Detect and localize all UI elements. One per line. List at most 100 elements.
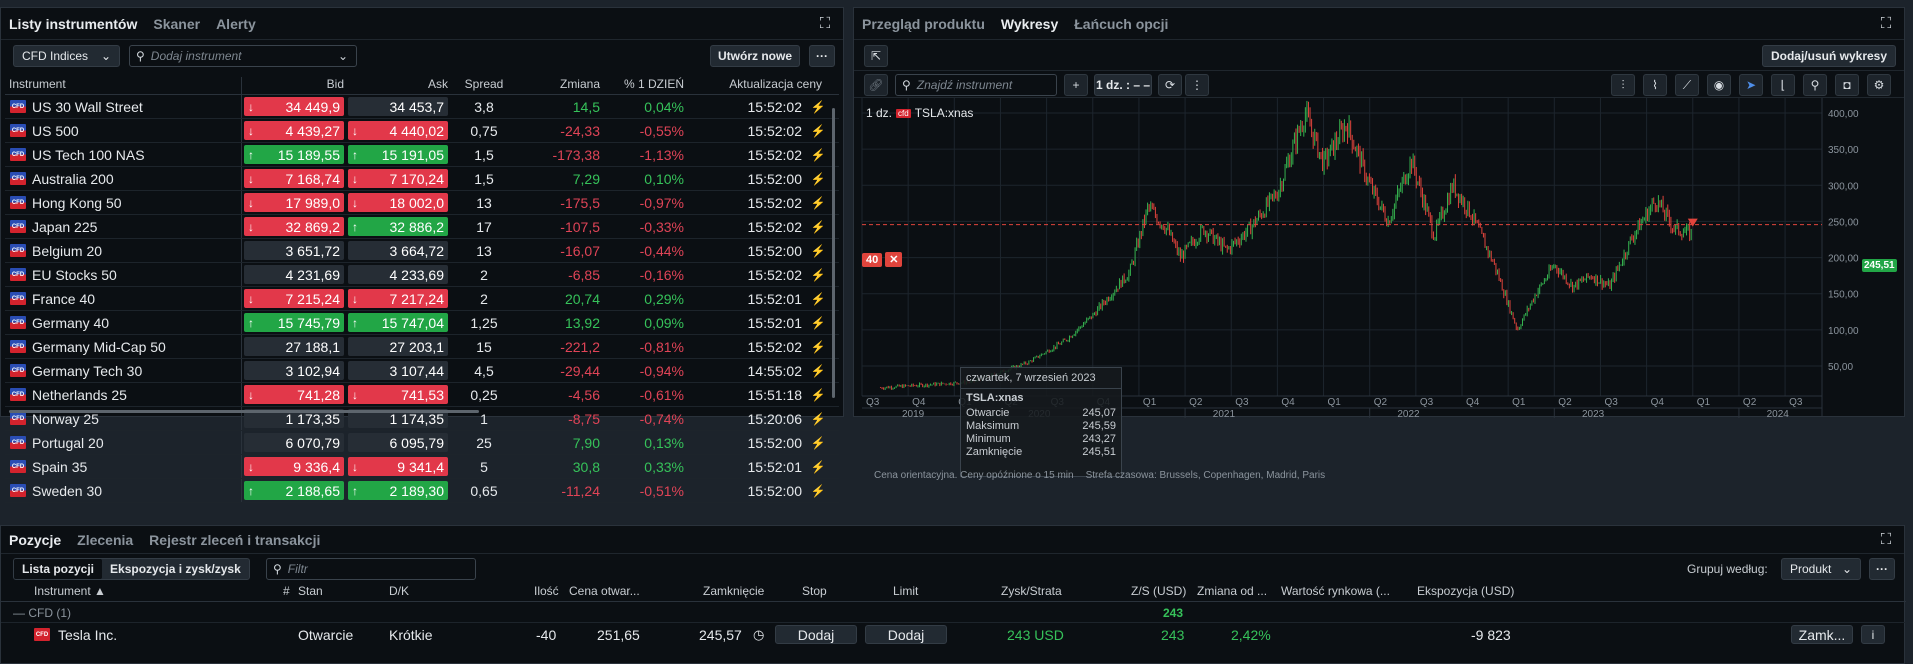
subtab-exposure[interactable]: Ekspozycja i zysk/zysk [110, 562, 241, 576]
bid-pill[interactable]: ↓ 9 336,4 [244, 457, 344, 476]
camera-icon[interactable]: ◘ [1835, 74, 1859, 96]
instrument-cell[interactable]: CFD Australia 200 [5, 167, 242, 190]
interval-select[interactable]: 1 dz. : – – [1094, 74, 1152, 96]
ask-cell[interactable]: ↓ 4 440,02 [348, 121, 452, 140]
group-by-select[interactable]: Produkt ⌄ [1781, 558, 1861, 580]
table-row[interactable]: CFD Germany 40 ↑ 15 745,79 ↑ 15 747,04 1,25 13,… [5, 311, 839, 335]
ask-cell[interactable]: ↓ 9 341,4 [348, 457, 452, 476]
table-row[interactable]: CFD Portugal 20 6 070,79 6 095,79 25 7,90 0,13… [5, 431, 839, 455]
bid-pill[interactable]: ↓ 32 869,2 [244, 217, 344, 236]
ask-cell[interactable]: ↑ 15 191,05 [348, 145, 452, 164]
col-market-value[interactable]: Wartość rynkowa (... [1281, 584, 1390, 598]
bid-cell[interactable]: ↓ 4 439,27 [242, 121, 348, 140]
bid-pill[interactable]: ↑ 15 189,55 [244, 145, 344, 164]
price-chart[interactable]: 400,00 350,00 300,00 250,00 200,00 150,00 100,… [854, 98, 1904, 418]
table-row[interactable]: CFD Spain 35 ↓ 9 336,4 ↓ 9 341,4 5 30,8 0,33% 15:… [5, 455, 839, 479]
col-profit-loss[interactable]: Zysk/Strata [1001, 584, 1062, 598]
bid-pill[interactable]: ↓ 17 989,0 [244, 193, 344, 212]
compare-icon[interactable]: ⌊ [1771, 74, 1795, 96]
col-ask[interactable]: Ask [427, 77, 448, 91]
ask-cell[interactable]: 34 453,7 [348, 97, 452, 116]
bid-pill[interactable]: ↓ 34 449,9 [244, 97, 344, 116]
col-updated[interactable]: Aktualizacja ceny [729, 77, 822, 91]
col-pct[interactable]: % 1 DZIEŃ [623, 77, 684, 91]
tab-charts[interactable]: Wykresy [1000, 15, 1059, 32]
draw-line-icon[interactable]: ⟋ [1675, 74, 1699, 96]
add-limit-button[interactable]: Dodaj [865, 625, 947, 644]
instrument-cell[interactable]: CFD Germany 40 [5, 311, 242, 334]
col-pl-usd[interactable]: Z/S (USD) [1131, 584, 1187, 598]
candles-icon[interactable]: ⫶ [1611, 74, 1635, 96]
table-row[interactable]: CFD Belgium 20 3 651,72 3 664,72 13 -16,07 -0,… [5, 239, 839, 263]
bid-cell[interactable]: ↑ 2 188,65 [242, 481, 348, 500]
instrument-cell[interactable]: CFD Germany Mid-Cap 50 [5, 335, 242, 358]
instrument-cell[interactable]: CFD US 500 [5, 119, 242, 142]
bid-cell[interactable]: ↓ 7 168,74 [242, 169, 348, 188]
ask-pill[interactable]: 4 233,69 [348, 265, 448, 284]
ask-pill[interactable]: ↑ 15 747,04 [348, 313, 448, 332]
bid-pill[interactable]: ↑ 2 188,65 [244, 481, 344, 500]
add-instrument-input[interactable]: ⚲ Dodaj instrument ⌄ [129, 45, 357, 67]
bid-pill[interactable]: 4 231,69 [244, 265, 344, 284]
cursor-icon[interactable]: ➤ [1739, 74, 1763, 96]
instrument-cell[interactable]: CFD Hong Kong 50 [5, 191, 242, 214]
table-row[interactable]: CFD US 500 ↓ 4 439,27 ↓ 4 440,02 0,75 -24,33 -0,… [5, 119, 839, 143]
ask-pill[interactable]: 34 453,7 [348, 97, 448, 116]
ask-cell[interactable]: ↑ 2 189,30 [348, 481, 452, 500]
col-change-since[interactable]: Zmiana od ... [1197, 584, 1268, 598]
ask-pill[interactable]: ↑ 32 886,2 [348, 217, 448, 236]
ask-cell[interactable]: 3 664,72 [348, 241, 452, 260]
bid-cell[interactable]: ↑ 15 745,79 [242, 313, 348, 332]
maximize-icon[interactable]: ⛶ [1880, 15, 1892, 32]
table-row[interactable]: CFD Germany Mid-Cap 50 27 188,1 27 203,1 15 -… [5, 335, 839, 359]
bid-cell[interactable]: 1 173,35 [242, 409, 348, 428]
col-direction[interactable]: D/K [389, 584, 410, 598]
filter-input[interactable]: ⚲ Filtr [266, 558, 476, 580]
tab-orders[interactable]: Zlecenia [77, 531, 134, 548]
col-bid[interactable]: Bid [326, 77, 344, 91]
bid-cell[interactable]: ↓ 32 869,2 [242, 217, 348, 236]
vertical-scrollbar[interactable] [832, 108, 835, 398]
col-instrument[interactable]: Instrument [5, 77, 242, 94]
ask-cell[interactable]: 1 174,35 [348, 409, 452, 428]
ask-cell[interactable]: ↓ 7 170,24 [348, 169, 452, 188]
close-icon[interactable]: ✕ [885, 252, 903, 267]
bid-pill[interactable]: 3 651,72 [244, 241, 344, 260]
table-row[interactable]: CFD EU Stocks 50 4 231,69 4 233,69 2 -6,85 -0,… [5, 263, 839, 287]
table-row[interactable]: CFD Hong Kong 50 ↓ 17 989,0 ↓ 18 002,0 13 -175,… [5, 191, 839, 215]
col-change[interactable]: Zmiana [559, 77, 600, 91]
ask-cell[interactable]: ↑ 32 886,2 [348, 217, 452, 236]
order-qty-tag[interactable]: 40 ✕ [862, 252, 903, 267]
ask-pill[interactable]: 1 174,35 [348, 409, 448, 428]
subtab-position-list[interactable]: Lista pozycji [14, 559, 103, 579]
instrument-cell[interactable]: CFD Sweden 30 [5, 479, 242, 502]
table-row[interactable]: CFD France 40 ↓ 7 215,24 ↓ 7 217,24 2 20,74 0,29… [5, 287, 839, 311]
col-close-price[interactable]: Zamknięcie [703, 584, 765, 598]
bid-cell[interactable]: ↓ 9 336,4 [242, 457, 348, 476]
ask-pill[interactable]: ↓ 7 217,24 [348, 289, 448, 308]
ask-pill[interactable]: ↑ 15 191,05 [348, 145, 448, 164]
more-options-button[interactable]: ··· [809, 45, 835, 67]
instrument-cell[interactable]: CFD US 30 Wall Street [5, 95, 242, 118]
col-limit[interactable]: Limit [893, 584, 919, 598]
ask-pill[interactable]: ↓ 7 170,24 [348, 169, 448, 188]
instrument-cell[interactable]: CFD France 40 [5, 287, 242, 310]
bid-cell[interactable]: 27 188,1 [242, 337, 348, 356]
table-row[interactable]: CFD Germany Tech 30 3 102,94 3 107,44 4,5 -29… [5, 359, 839, 383]
list-select[interactable]: CFD Indices ⌄ [13, 45, 120, 67]
bid-pill[interactable]: ↑ 15 745,79 [244, 313, 344, 332]
bid-cell[interactable]: 3 102,94 [242, 361, 348, 380]
eye-icon[interactable]: ◉ [1707, 74, 1731, 96]
group-row[interactable]: — CFD (1) 243 [1, 603, 1906, 623]
col-instrument[interactable]: Instrument ▲ [34, 584, 106, 598]
bid-pill[interactable]: 27 188,1 [244, 337, 344, 356]
bid-cell[interactable]: ↑ 15 189,55 [242, 145, 348, 164]
horizontal-scrollbar[interactable] [9, 410, 479, 413]
add-stop-button[interactable]: Dodaj [775, 625, 857, 644]
more-options-button[interactable]: ··· [1869, 558, 1895, 580]
instrument-cell[interactable]: CFD Norway 25 [5, 407, 242, 430]
col-open-price[interactable]: Cena otwar... [569, 584, 640, 598]
tab-order-log[interactable]: Rejestr zleceń i transakcji [149, 531, 321, 548]
table-row[interactable]: CFD Netherlands 25 ↓ 741,28 ↓ 741,53 0,25 -4,56… [5, 383, 839, 407]
instrument-cell[interactable]: CFD Germany Tech 30 [5, 359, 242, 382]
